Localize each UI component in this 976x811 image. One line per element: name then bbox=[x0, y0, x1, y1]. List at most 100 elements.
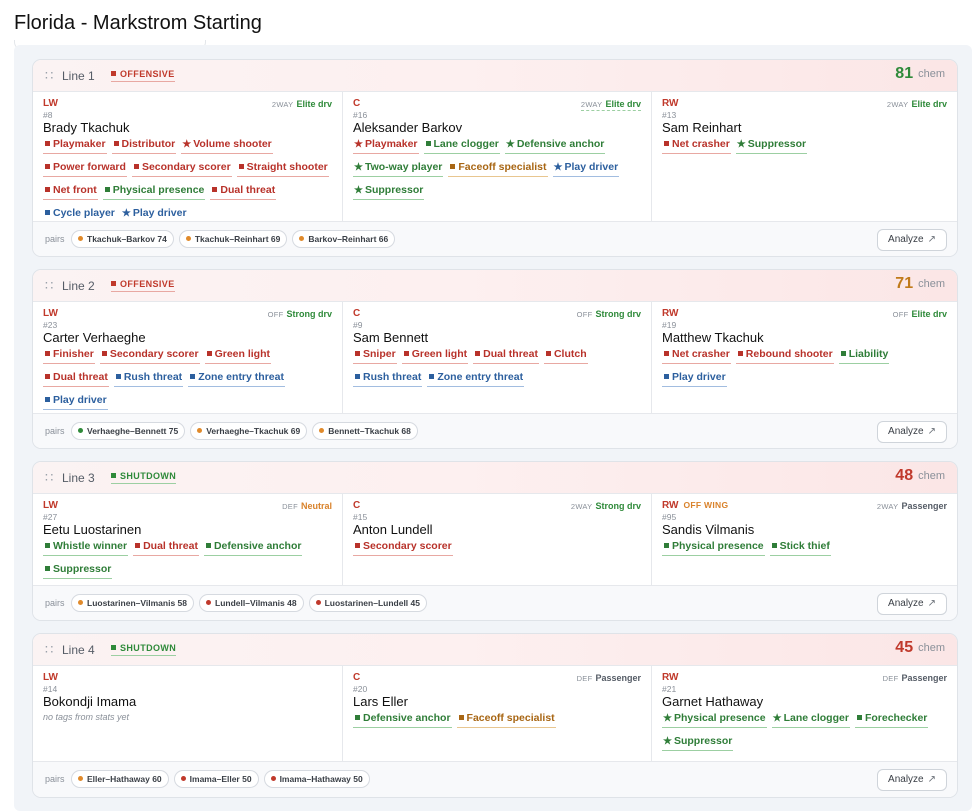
pair-chip[interactable]: Imama–Eller 50 bbox=[173, 770, 259, 788]
role-text: Elite drv bbox=[911, 309, 947, 319]
player-name[interactable]: Sam Reinhart bbox=[662, 120, 742, 135]
player-tag: ★ Physical presence bbox=[662, 712, 767, 728]
player-tag: Faceoff specialist bbox=[456, 712, 556, 728]
player-tag: ★ Suppressor bbox=[735, 138, 808, 154]
chem-value: 81 bbox=[895, 65, 914, 82]
players-row: LW #14 Bokondji Imama no tags from stats ye… bbox=[33, 666, 957, 762]
player-name[interactable]: Matthew Tkachuk bbox=[662, 330, 764, 345]
role-badge: DEF Passenger bbox=[577, 673, 641, 683]
role-text: Elite drv bbox=[296, 99, 332, 109]
player-tag: Zone entry threat bbox=[427, 371, 525, 387]
player-slot-c[interactable]: C 2WAY Strong drv #15 Anton Lundell Secondary… bbox=[342, 494, 651, 585]
role-badge: 2WAY Elite drv bbox=[580, 99, 641, 111]
players-row: LW 2WAY Elite drv #8 Brady Tkachuk Playmaker D… bbox=[33, 92, 957, 223]
pairs-row: pairs Luostarinen–Vilmanis 58 Lundell–Vilm… bbox=[33, 586, 957, 620]
drag-handle-icon[interactable]: ∷ bbox=[45, 278, 53, 293]
player-name[interactable]: Anton Lundell bbox=[353, 522, 433, 537]
line-name: Line 2 bbox=[62, 279, 95, 293]
player-name[interactable]: Garnet Hathaway bbox=[662, 694, 764, 709]
pair-chip[interactable]: Luostarinen–Vilmanis 58 bbox=[71, 594, 194, 612]
line-style-badge: OFFENSIVE bbox=[111, 279, 175, 292]
role-badge: 2WAY Elite drv bbox=[887, 99, 947, 109]
pair-chip[interactable]: Luostarinen–Lundell 45 bbox=[308, 594, 427, 612]
pair-chip[interactable]: Tkachuk–Barkov 74 bbox=[71, 230, 174, 248]
role-prefix: 2WAY bbox=[876, 502, 899, 511]
player-name[interactable]: Sam Bennett bbox=[353, 330, 429, 345]
player-name[interactable]: Lars Eller bbox=[353, 694, 408, 709]
pairs-row: pairs Eller–Hathaway 60 Imama–Eller 50 Imam… bbox=[33, 762, 957, 797]
square-icon bbox=[355, 543, 360, 548]
pair-dot-icon bbox=[206, 600, 211, 605]
role-prefix: 2WAY bbox=[886, 100, 909, 109]
player-slot-c[interactable]: C OFF Strong drv #9 Sam Bennett Sniper Green l… bbox=[342, 302, 651, 413]
pair-chip[interactable]: Lundell–Vilmanis 48 bbox=[199, 594, 304, 612]
square-icon bbox=[113, 141, 119, 146]
role-badge: 2WAY Strong drv bbox=[571, 501, 641, 511]
analyze-button[interactable]: Analyze ↗ bbox=[877, 421, 947, 443]
pair-dot-icon bbox=[270, 776, 276, 781]
player-slot-c[interactable]: C DEF Passenger #20 Lars Eller Defensive anch… bbox=[342, 666, 651, 761]
player-slot-lw[interactable]: LW 2WAY Elite drv #8 Brady Tkachuk Playmaker D… bbox=[33, 92, 342, 223]
tag-list: Defensive anchor Faceoff specialist bbox=[353, 712, 641, 731]
role-text: Elite drv bbox=[911, 99, 947, 109]
square-icon bbox=[115, 374, 121, 379]
player-slot-rw[interactable]: RW OFF Elite drv #19 Matthew Tkachuk Net cras… bbox=[651, 302, 957, 413]
player-slot-lw[interactable]: LW DEF Neutral #27 Eetu Luostarinen Whistle w… bbox=[33, 494, 342, 585]
pairs-label: pairs bbox=[45, 234, 65, 244]
pair-dot-icon bbox=[180, 776, 186, 781]
player-slot-rw[interactable]: RW OFF WING 2WAY Passenger #95 Sandis Vilmani… bbox=[651, 494, 957, 585]
pair-chip[interactable]: Imama–Hathaway 50 bbox=[263, 770, 370, 788]
player-tag: Clutch bbox=[543, 348, 588, 364]
player-tag: Suppressor bbox=[43, 563, 113, 579]
analyze-button[interactable]: Analyze ↗ bbox=[877, 593, 947, 615]
player-tag: ★ Play driver bbox=[120, 207, 188, 223]
players-row: LW DEF Neutral #27 Eetu Luostarinen Whistle w… bbox=[33, 494, 957, 586]
position-label: LW bbox=[43, 500, 58, 511]
analyze-button[interactable]: Analyze ↗ bbox=[877, 769, 947, 791]
player-name[interactable]: Eetu Luostarinen bbox=[43, 522, 142, 537]
player-slot-c[interactable]: C 2WAY Elite drv #16 Aleksander Barkov ★ Playm… bbox=[342, 92, 651, 221]
chem-score: 81 chem bbox=[895, 65, 945, 82]
player-tag: Green light bbox=[204, 348, 271, 364]
drag-handle-icon[interactable]: ∷ bbox=[45, 470, 53, 485]
pair-chip[interactable]: Tkachuk–Reinhart 69 bbox=[178, 230, 288, 248]
square-icon bbox=[45, 187, 50, 192]
jersey-number: #27 bbox=[43, 512, 58, 522]
star-icon: ★ bbox=[663, 736, 672, 747]
square-icon bbox=[238, 164, 244, 169]
style-dot-icon bbox=[111, 71, 116, 76]
pair-chip[interactable]: Barkov–Reinhart 66 bbox=[292, 230, 396, 248]
drag-handle-icon[interactable]: ∷ bbox=[45, 642, 53, 657]
square-icon bbox=[475, 351, 481, 356]
pair-chip[interactable]: Eller–Hathaway 60 bbox=[71, 770, 169, 788]
square-icon bbox=[101, 351, 107, 356]
square-icon bbox=[856, 715, 862, 720]
player-name[interactable]: Brady Tkachuk bbox=[43, 120, 130, 135]
arrow-up-right-icon: ↗ bbox=[927, 774, 936, 785]
pair-dot-icon bbox=[197, 428, 203, 433]
player-slot-lw[interactable]: LW #14 Bokondji Imama no tags from stats ye… bbox=[33, 666, 342, 761]
player-name[interactable]: Sandis Vilmanis bbox=[662, 522, 755, 537]
pair-chip[interactable]: Verhaeghe–Tkachuk 69 bbox=[190, 422, 308, 440]
pairs-label: pairs bbox=[45, 598, 65, 608]
player-tag: Stick thief bbox=[769, 540, 831, 556]
player-slot-lw[interactable]: LW OFF Strong drv #23 Carter Verhaeghe Finish… bbox=[33, 302, 342, 413]
player-name[interactable]: Aleksander Barkov bbox=[353, 120, 463, 135]
analyze-button[interactable]: Analyze ↗ bbox=[877, 229, 947, 251]
line-card: ∷ Line 1 OFFENSIVE 81 chem LW 2WAY Elite drv #8 B… bbox=[32, 59, 958, 257]
player-slot-rw[interactable]: RW DEF Passenger #21 Garnet Hathaway ★ Physica… bbox=[651, 666, 957, 761]
square-icon bbox=[45, 210, 50, 215]
star-icon: ★ bbox=[354, 185, 363, 196]
player-name[interactable]: Carter Verhaeghe bbox=[43, 330, 146, 345]
drag-handle-icon[interactable]: ∷ bbox=[45, 68, 53, 83]
star-icon: ★ bbox=[553, 162, 563, 173]
player-tag: Lane clogger bbox=[423, 138, 500, 154]
jersey-number: #14 bbox=[43, 684, 58, 694]
player-tag: Dual threat bbox=[210, 184, 277, 200]
player-slot-rw[interactable]: RW 2WAY Elite drv #13 Sam Reinhart Net crashe… bbox=[651, 92, 957, 221]
square-icon bbox=[45, 543, 50, 548]
pair-chip[interactable]: Verhaeghe–Bennett 75 bbox=[71, 422, 186, 440]
pair-chip[interactable]: Bennett–Tkachuk 68 bbox=[312, 422, 418, 440]
line-style-badge: SHUTDOWN bbox=[111, 471, 177, 484]
player-name[interactable]: Bokondji Imama bbox=[43, 694, 137, 709]
